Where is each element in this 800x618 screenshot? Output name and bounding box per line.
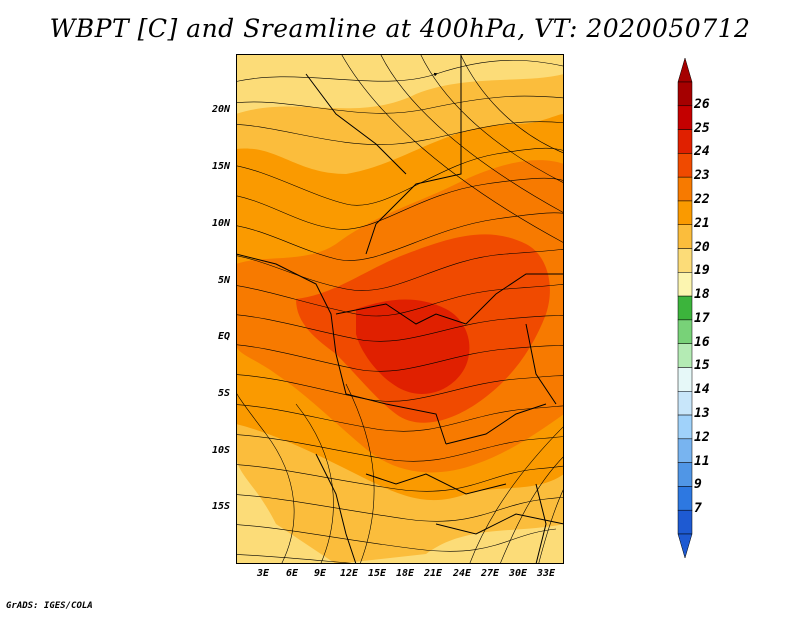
colorbar-cells xyxy=(677,58,693,558)
map-frame xyxy=(236,54,564,564)
colorbar-label: 22 xyxy=(694,191,710,207)
colorbar xyxy=(677,58,693,558)
colorbar-cell xyxy=(677,486,693,511)
colorbar-label: 14 xyxy=(694,382,710,398)
colorbar-cell xyxy=(677,343,693,368)
lat-label-5s: 5S xyxy=(217,388,230,399)
lat-label-5n: 5N xyxy=(217,275,230,286)
colorbar-cell xyxy=(677,105,693,130)
colorbar-label: 16 xyxy=(694,334,710,350)
colorbar-cell xyxy=(677,319,693,344)
lon-label-21e: 21E xyxy=(423,568,443,579)
colorbar-label: 24 xyxy=(694,144,710,160)
colorbar-label: 26 xyxy=(694,96,710,112)
colorbar-cell xyxy=(677,81,693,107)
lon-label-6e: 6E xyxy=(285,568,299,579)
colorbar-label: 7 xyxy=(694,501,702,517)
lon-label-24e: 24E xyxy=(452,568,472,579)
colorbar-cell xyxy=(677,224,693,249)
colorbar-label: 25 xyxy=(694,120,710,136)
colorbar-cell xyxy=(677,462,693,487)
colorbar-cell xyxy=(677,295,693,321)
wbpt-field-red xyxy=(356,299,470,394)
lat-label-20n: 20N xyxy=(211,104,230,115)
colorbar-label: 23 xyxy=(694,168,710,184)
grads-credit: GrADS: IGES/COLA xyxy=(6,601,93,611)
map-panel xyxy=(236,54,564,564)
colorbar-label: 11 xyxy=(694,453,710,469)
colorbar-cell xyxy=(677,176,693,202)
lat-label-10n: 10N xyxy=(211,218,230,229)
lat-label-10s: 10S xyxy=(211,445,230,456)
colorbar-label: 13 xyxy=(694,406,710,422)
colorbar-cell xyxy=(677,438,693,463)
colorbar-label: 21 xyxy=(694,215,710,231)
country-borders xyxy=(236,54,564,564)
colorbar-cell xyxy=(677,129,693,154)
lon-label-33e: 33E xyxy=(536,568,556,579)
wbpt-streamline-map xyxy=(236,54,564,564)
lon-label-30e: 30E xyxy=(508,568,528,579)
lat-label-eq: EQ xyxy=(217,331,230,342)
colorbar-label: 19 xyxy=(694,263,710,279)
colorbar-top-arrow xyxy=(677,58,693,83)
colorbar-label: 17 xyxy=(694,310,710,326)
colorbar-cell xyxy=(677,509,693,535)
colorbar-label: 9 xyxy=(694,477,702,493)
lon-label-27e: 27E xyxy=(480,568,500,579)
colorbar-cell xyxy=(677,272,693,297)
lon-label-15e: 15E xyxy=(367,568,387,579)
lon-label-9e: 9E xyxy=(313,568,327,579)
colorbar-label: 12 xyxy=(694,429,710,445)
colorbar-cell xyxy=(677,153,693,178)
colorbar-bottom-arrow xyxy=(677,533,693,558)
lon-label-3e: 3E xyxy=(256,568,270,579)
lon-label-12e: 12E xyxy=(339,568,359,579)
colorbar-label: 20 xyxy=(694,239,710,255)
lat-label-15s: 15S xyxy=(211,501,230,512)
colorbar-cell xyxy=(677,200,693,225)
colorbar-label: 18 xyxy=(694,287,710,303)
colorbar-cell xyxy=(677,414,693,440)
lat-label-15n: 15N xyxy=(211,161,230,172)
colorbar-cell xyxy=(677,367,693,392)
colorbar-cell xyxy=(677,391,693,416)
colorbar-cell xyxy=(677,248,693,273)
colorbar-label: 15 xyxy=(694,358,710,374)
chart-title: WBPT [C] and Sreamline at 400hPa, VT: 20… xyxy=(49,14,751,43)
lon-label-18e: 18E xyxy=(395,568,415,579)
streamlines xyxy=(236,54,564,564)
